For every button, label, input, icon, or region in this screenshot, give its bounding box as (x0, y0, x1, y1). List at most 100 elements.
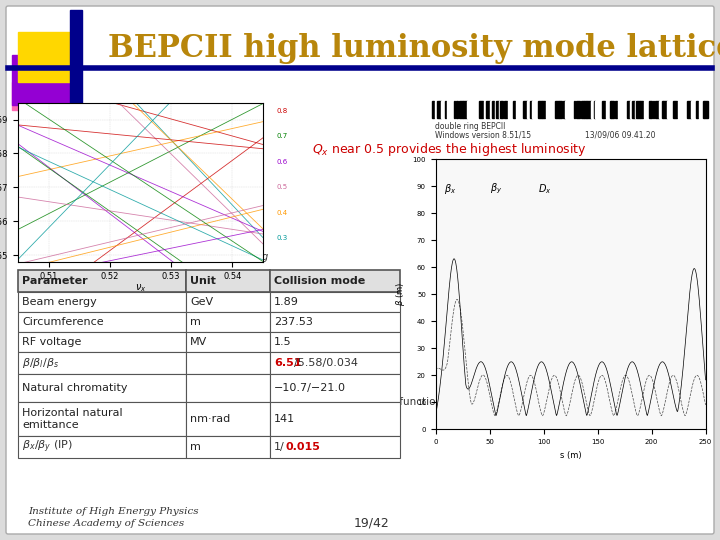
Bar (18, 332, 186, 352)
Bar (186, 374, 270, 402)
Text: 0.5: 0.5 (277, 184, 288, 190)
Bar (18, 402, 186, 436)
Bar (18, 270, 186, 292)
Bar (573, 101, 574, 118)
Bar (270, 292, 400, 312)
Bar (527, 101, 530, 118)
Bar (18, 292, 186, 312)
Bar (627, 101, 630, 118)
Text: $\beta_x$: $\beta_x$ (444, 181, 456, 195)
Bar (563, 101, 565, 118)
Text: 0.8: 0.8 (277, 108, 288, 114)
Text: 0.3: 0.3 (277, 235, 288, 241)
Text: $Table\;name\;=\;TWISS$: $Table\;name\;=\;TWISS$ (435, 379, 527, 389)
Bar (439, 101, 441, 118)
Bar (673, 101, 677, 118)
Bar (618, 101, 621, 118)
Bar (630, 101, 632, 118)
Bar (569, 101, 573, 118)
Bar (610, 101, 611, 118)
Bar (70, 10, 82, 110)
Bar (538, 101, 542, 118)
Bar (591, 101, 593, 118)
Bar (437, 101, 439, 118)
Text: 1.5: 1.5 (274, 337, 292, 347)
Text: Circumference: Circumference (22, 317, 104, 327)
Bar (622, 101, 626, 118)
Bar (469, 101, 472, 118)
Text: $\beta_x$/$\beta_y$ (IP): $\beta_x$/$\beta_y$ (IP) (22, 439, 73, 455)
Text: $\delta_z/ p\,c\;=\;\;0.00000$: $\delta_z/ p\,c\;=\;\;0.00000$ (435, 366, 510, 379)
Bar (663, 101, 667, 118)
Bar (594, 101, 595, 118)
Bar (606, 101, 609, 118)
Text: $\beta_y$: $\beta_y$ (490, 182, 502, 197)
Bar (12, 82, 70, 110)
Bar (500, 101, 503, 118)
Bar (18, 352, 186, 374)
Bar (602, 101, 605, 118)
Text: −10.7/−21.0: −10.7/−21.0 (274, 383, 346, 393)
Bar (492, 101, 494, 118)
Bar (640, 101, 643, 118)
Bar (516, 101, 517, 118)
Bar (270, 436, 400, 458)
Bar (687, 101, 691, 118)
Bar (476, 101, 479, 118)
Text: $Q_x$ near 0.5 provides the highest luminosity: $Q_x$ near 0.5 provides the highest lumi… (312, 141, 587, 159)
Bar (18, 312, 186, 332)
Bar (597, 101, 601, 118)
Bar (542, 101, 545, 118)
Bar (435, 101, 436, 118)
Bar (519, 101, 522, 118)
Text: 0.4: 0.4 (277, 210, 288, 216)
Bar (649, 101, 652, 118)
Bar (186, 312, 270, 332)
Bar (704, 101, 708, 118)
Bar (523, 101, 527, 118)
Bar (535, 101, 538, 118)
Bar (432, 101, 434, 118)
Text: 19/42: 19/42 (354, 516, 390, 530)
Bar (659, 101, 662, 118)
Bar (459, 101, 463, 118)
Bar (270, 312, 400, 332)
Text: $D_x$: $D_x$ (539, 181, 552, 195)
Bar (518, 101, 519, 118)
Text: /5.58/0.034: /5.58/0.034 (294, 358, 358, 368)
Text: Windows version 8.51/15: Windows version 8.51/15 (435, 130, 531, 139)
Bar (635, 101, 636, 118)
Text: 0.015: 0.015 (286, 442, 321, 452)
Bar (530, 101, 532, 118)
Text: RF voltage: RF voltage (22, 337, 81, 347)
Bar (186, 270, 270, 292)
Bar (684, 101, 687, 118)
Bar (662, 101, 663, 118)
Bar (449, 101, 453, 118)
Text: Twiss functions and main parameters along the ring: Twiss functions and main parameters alon… (369, 397, 641, 407)
Bar (456, 101, 458, 118)
Bar (581, 101, 584, 118)
Bar (508, 101, 512, 118)
Bar (632, 101, 635, 118)
Bar (463, 101, 467, 118)
Bar (467, 101, 469, 118)
Text: Collision mode: Collision mode (274, 276, 365, 286)
Bar (595, 101, 596, 118)
Bar (644, 101, 646, 118)
Bar (474, 101, 475, 118)
Bar (486, 101, 490, 118)
Bar (12, 55, 77, 105)
X-axis label: $\nu_x$: $\nu_x$ (135, 282, 146, 294)
Text: m: m (190, 442, 201, 452)
Bar (532, 101, 535, 118)
Bar (186, 332, 270, 352)
Bar (432, 99, 710, 119)
Bar (576, 101, 580, 118)
Text: 1/: 1/ (274, 442, 284, 452)
Bar (270, 352, 400, 374)
Bar (691, 101, 695, 118)
Bar (615, 101, 617, 118)
Text: nm·rad: nm·rad (190, 414, 230, 424)
Text: $\beta/\beta_l/\beta_s$: $\beta/\beta_l/\beta_s$ (22, 356, 59, 370)
